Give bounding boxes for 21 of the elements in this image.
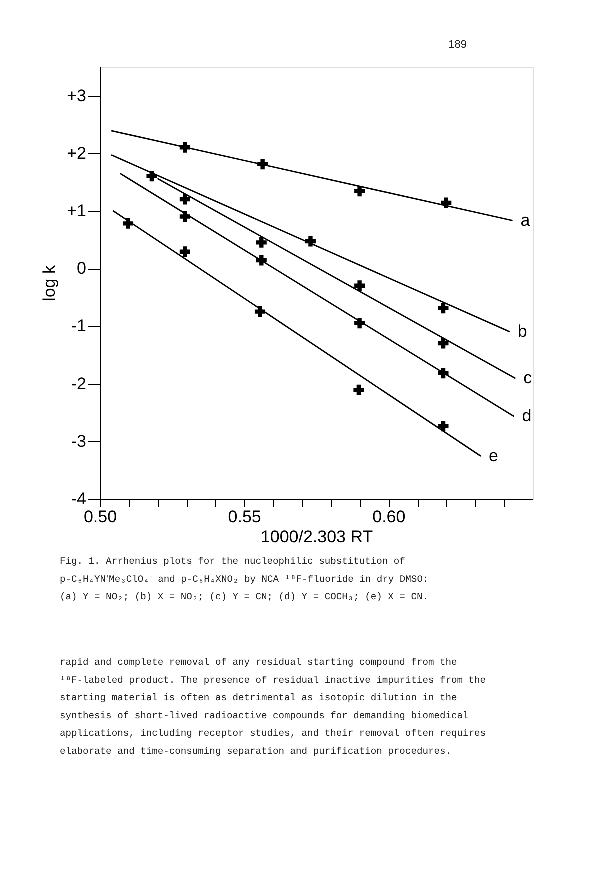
text: 189 bbox=[448, 39, 467, 51]
x-tick-label: 0.55 bbox=[228, 508, 262, 526]
caption: Fig. 1. Arrhenius plots for the nucleophilic substitution of p-C₆H₄YN⁺Me₃ClO₄⁻ and p-C₆H₄XNO₂ by NCA ¹⁸F-fluoride in dry DMSO: (a) Y = NO₂; (b) X = NO₂; (c) Y = CN; (d) Y = COCH₃; (e) X = CN. bbox=[60, 556, 429, 603]
x-tick-label: 0.50 bbox=[84, 508, 118, 526]
y-axis-title: log k bbox=[40, 265, 60, 302]
y-tick-label: 0 bbox=[77, 259, 86, 278]
text: c bbox=[524, 368, 533, 388]
x-axis-title: 1000/2.303 RT bbox=[260, 528, 374, 546]
y-tick-label: +3 bbox=[67, 86, 86, 106]
y-tick-label: -3 bbox=[71, 432, 86, 451]
y-tick-label: -1 bbox=[71, 316, 86, 336]
x-tick-label: 0.60 bbox=[372, 508, 406, 526]
y-tick-label: +1 bbox=[67, 202, 86, 220]
y-tick-label: -4 bbox=[71, 490, 86, 508]
text: a bbox=[520, 210, 531, 230]
text: e bbox=[489, 446, 499, 466]
text: b bbox=[518, 322, 528, 341]
y-tick-label: -2 bbox=[71, 374, 86, 394]
y-tick-label: +2 bbox=[67, 144, 86, 163]
text: d bbox=[522, 406, 532, 426]
text: rapid and complete removal of any residual starting compound from the ¹⁸F-labeled product. The presence of residual inactive impurities from the starting material is often as detrimental as isotopic dilution in the synthesis of short-lived radioactive compounds for demanding biomedical applications, including receptor studies, and their removal often requires elaborate and time-consuming separation and purification procedures. bbox=[60, 657, 486, 757]
